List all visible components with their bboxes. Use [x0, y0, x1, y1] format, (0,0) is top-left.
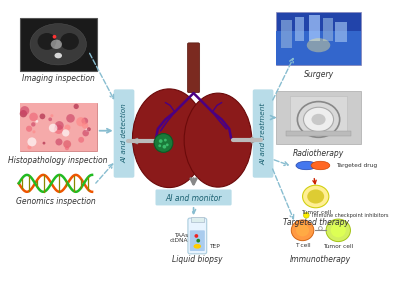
Circle shape	[20, 106, 29, 115]
Circle shape	[82, 122, 88, 129]
Ellipse shape	[296, 161, 317, 170]
FancyBboxPatch shape	[276, 31, 361, 65]
Circle shape	[48, 117, 52, 121]
Circle shape	[27, 145, 32, 149]
FancyBboxPatch shape	[276, 12, 361, 65]
FancyBboxPatch shape	[188, 43, 200, 93]
FancyBboxPatch shape	[188, 218, 207, 254]
Ellipse shape	[307, 189, 324, 204]
Circle shape	[55, 121, 64, 130]
Circle shape	[159, 139, 162, 143]
Bar	[336, 22, 347, 42]
Ellipse shape	[302, 185, 329, 208]
Bar	[295, 17, 304, 41]
Text: Tumor cell: Tumor cell	[323, 245, 353, 249]
FancyBboxPatch shape	[190, 230, 205, 251]
Ellipse shape	[296, 224, 309, 237]
Circle shape	[49, 124, 58, 132]
Circle shape	[318, 227, 322, 230]
Circle shape	[20, 110, 27, 117]
FancyBboxPatch shape	[114, 89, 134, 178]
Circle shape	[32, 130, 36, 133]
Circle shape	[42, 142, 46, 145]
Circle shape	[26, 126, 32, 132]
Ellipse shape	[307, 38, 330, 52]
Ellipse shape	[311, 161, 330, 170]
Ellipse shape	[60, 33, 79, 50]
Circle shape	[82, 130, 89, 136]
Text: AI and monitor: AI and monitor	[165, 194, 222, 203]
Text: Immunotherapy: Immunotherapy	[290, 255, 351, 264]
Text: Tumor cell: Tumor cell	[300, 210, 331, 215]
Text: TAAs: TAAs	[174, 233, 188, 239]
Text: Targeted therapy: Targeted therapy	[283, 218, 349, 227]
Ellipse shape	[331, 223, 346, 237]
Circle shape	[158, 144, 161, 147]
Ellipse shape	[38, 33, 56, 50]
Circle shape	[304, 212, 309, 218]
FancyBboxPatch shape	[20, 18, 97, 71]
Circle shape	[66, 114, 75, 123]
Circle shape	[62, 129, 69, 137]
Circle shape	[63, 140, 71, 148]
FancyBboxPatch shape	[253, 89, 274, 178]
FancyBboxPatch shape	[20, 103, 97, 151]
Ellipse shape	[54, 53, 62, 59]
Text: Surgery: Surgery	[304, 70, 334, 79]
Ellipse shape	[304, 107, 334, 132]
Circle shape	[87, 127, 91, 131]
Bar	[281, 20, 292, 48]
Circle shape	[196, 239, 200, 243]
Text: TEP: TEP	[208, 244, 220, 249]
Circle shape	[162, 145, 166, 149]
Text: AI and detection: AI and detection	[121, 104, 127, 163]
FancyBboxPatch shape	[276, 91, 361, 144]
Circle shape	[164, 139, 167, 141]
Ellipse shape	[30, 24, 86, 65]
Ellipse shape	[51, 39, 62, 49]
Text: AI and treatment: AI and treatment	[260, 103, 266, 165]
Bar	[323, 18, 333, 41]
Circle shape	[76, 117, 86, 126]
Circle shape	[154, 133, 173, 152]
Ellipse shape	[194, 244, 201, 249]
Text: Radiotherapy: Radiotherapy	[293, 149, 344, 158]
Bar	[309, 15, 320, 41]
Bar	[191, 217, 204, 222]
Circle shape	[78, 137, 84, 143]
Text: Targeted drug: Targeted drug	[336, 163, 378, 168]
Circle shape	[28, 137, 36, 146]
Text: T cell: T cell	[295, 243, 310, 248]
Circle shape	[65, 146, 69, 150]
Bar	[286, 131, 352, 136]
Circle shape	[81, 118, 88, 124]
Circle shape	[50, 114, 54, 117]
Circle shape	[85, 128, 89, 132]
Bar	[290, 96, 347, 133]
Circle shape	[194, 234, 198, 238]
Ellipse shape	[132, 89, 206, 187]
Circle shape	[29, 113, 38, 121]
Circle shape	[36, 120, 38, 123]
Text: Histopathology inspection: Histopathology inspection	[8, 156, 108, 165]
Ellipse shape	[291, 220, 314, 241]
Circle shape	[54, 125, 63, 134]
Circle shape	[53, 35, 56, 39]
Circle shape	[56, 139, 62, 145]
Text: Immune checkpoint inhibitors: Immune checkpoint inhibitors	[312, 213, 388, 218]
Circle shape	[40, 114, 45, 119]
FancyBboxPatch shape	[156, 189, 232, 205]
Text: ctDNA: ctDNA	[170, 238, 188, 243]
Circle shape	[74, 104, 79, 109]
Text: Liquid biopsy: Liquid biopsy	[172, 255, 222, 264]
Text: Imaging inspection: Imaging inspection	[22, 74, 95, 83]
Circle shape	[31, 122, 36, 127]
Ellipse shape	[184, 93, 252, 187]
Text: Genomics inspection: Genomics inspection	[16, 197, 95, 206]
Ellipse shape	[326, 219, 350, 242]
Circle shape	[166, 143, 169, 146]
FancyBboxPatch shape	[20, 103, 97, 151]
Ellipse shape	[312, 114, 326, 125]
Circle shape	[64, 124, 70, 131]
